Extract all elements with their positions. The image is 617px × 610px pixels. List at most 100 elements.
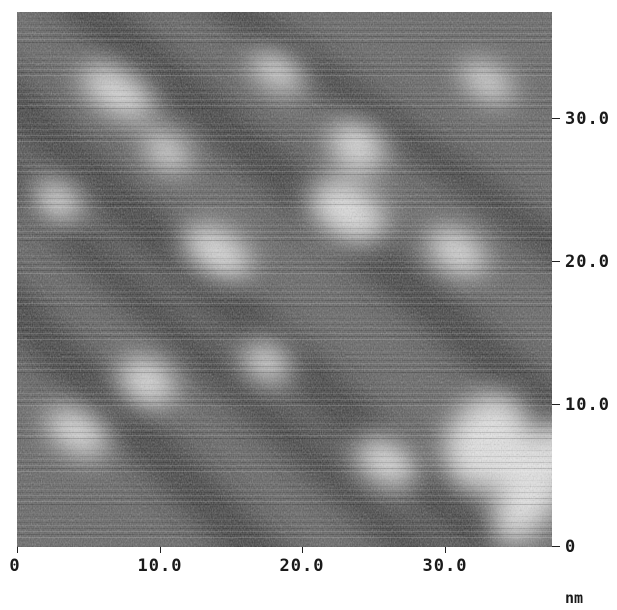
scan-line: [17, 447, 552, 448]
scan-line: [17, 204, 552, 205]
scan-line: [17, 501, 552, 502]
scan-line: [17, 60, 552, 61]
scan-line: [17, 486, 552, 487]
scan-line: [17, 291, 552, 292]
scan-line: [17, 195, 552, 196]
scan-line: [17, 336, 552, 337]
scan-line: [17, 93, 552, 94]
scan-line: [17, 219, 552, 220]
scan-line: [17, 99, 552, 100]
scan-line: [17, 132, 552, 133]
scan-line: [17, 405, 552, 406]
scan-line: [17, 516, 552, 517]
x-axis-tick: [302, 547, 303, 553]
scan-line: [17, 87, 552, 88]
scan-line: [17, 477, 552, 478]
scan-line: [17, 72, 552, 73]
scan-line: [17, 105, 552, 106]
scan-line: [17, 444, 552, 445]
scan-line: [17, 471, 552, 472]
scan-line: [17, 504, 552, 505]
y-axis-tick: [552, 546, 560, 547]
scan-line: [17, 183, 552, 184]
scan-line: [17, 249, 552, 250]
scan-line: [17, 30, 552, 31]
scan-line: [17, 234, 552, 235]
scan-line: [17, 459, 552, 460]
scan-line: [17, 120, 552, 121]
y-tick-label: 20.0: [565, 252, 610, 272]
scan-line: [17, 426, 552, 427]
scan-line: [17, 354, 552, 355]
x-tick-label: 0: [9, 556, 21, 576]
scan-line: [17, 255, 552, 256]
scan-line: [17, 318, 552, 319]
axis-unit-label: nm: [565, 589, 584, 607]
scan-line: [17, 63, 552, 64]
scan-line: [17, 81, 552, 82]
y-axis-tick: [552, 261, 560, 262]
scan-line: [17, 231, 552, 232]
scan-line: [17, 135, 552, 136]
x-tick-label: 10.0: [137, 556, 183, 576]
scan-line: [17, 462, 552, 463]
scan-line: [17, 360, 552, 361]
scan-line: [17, 138, 552, 139]
scan-line: [17, 357, 552, 358]
scan-line: [17, 174, 552, 175]
scan-line: [17, 39, 552, 40]
scan-line: [17, 150, 552, 151]
scan-line: [17, 36, 552, 37]
scan-line: [17, 312, 552, 313]
scan-line: [17, 207, 552, 208]
x-axis-tick: [445, 547, 446, 553]
scan-line: [17, 348, 552, 349]
x-axis-tick: [160, 547, 161, 553]
scan-line: [17, 159, 552, 160]
scan-line: [17, 327, 552, 328]
scan-line: [17, 186, 552, 187]
scan-line: [17, 450, 552, 451]
scan-line: [17, 162, 552, 163]
scan-line: [17, 387, 552, 388]
scan-line: [17, 513, 552, 514]
scan-line: [17, 165, 552, 166]
scan-line: [17, 156, 552, 157]
scan-line: [17, 432, 552, 433]
scan-line: [17, 528, 552, 529]
scan-line: [17, 498, 552, 499]
scan-line: [17, 141, 552, 142]
scan-line: [17, 519, 552, 520]
scan-line: [17, 48, 552, 49]
scan-line: [17, 192, 552, 193]
scan-line: [17, 294, 552, 295]
scan-line: [17, 372, 552, 373]
scan-line: [17, 303, 552, 304]
scan-line: [17, 435, 552, 436]
scan-line: [17, 420, 552, 421]
scan-line: [17, 57, 552, 58]
scan-line: [17, 21, 552, 22]
scan-line: [17, 123, 552, 124]
scan-line: [17, 189, 552, 190]
scan-line: [17, 363, 552, 364]
scan-line: [17, 411, 552, 412]
scan-line: [17, 366, 552, 367]
scan-line: [17, 330, 552, 331]
scan-line: [17, 180, 552, 181]
scan-line: [17, 66, 552, 67]
scan-line: [17, 279, 552, 280]
scan-line: [17, 393, 552, 394]
scan-line: [17, 117, 552, 118]
scan-line: [17, 246, 552, 247]
scan-line: [17, 378, 552, 379]
scan-line: [17, 126, 552, 127]
scan-line: [17, 546, 552, 547]
scan-line: [17, 453, 552, 454]
scan-line: [17, 297, 552, 298]
scan-line: [17, 285, 552, 286]
micrograph-image: [17, 12, 552, 547]
scan-line: [17, 75, 552, 76]
scan-line: [17, 369, 552, 370]
scan-line: [17, 102, 552, 103]
